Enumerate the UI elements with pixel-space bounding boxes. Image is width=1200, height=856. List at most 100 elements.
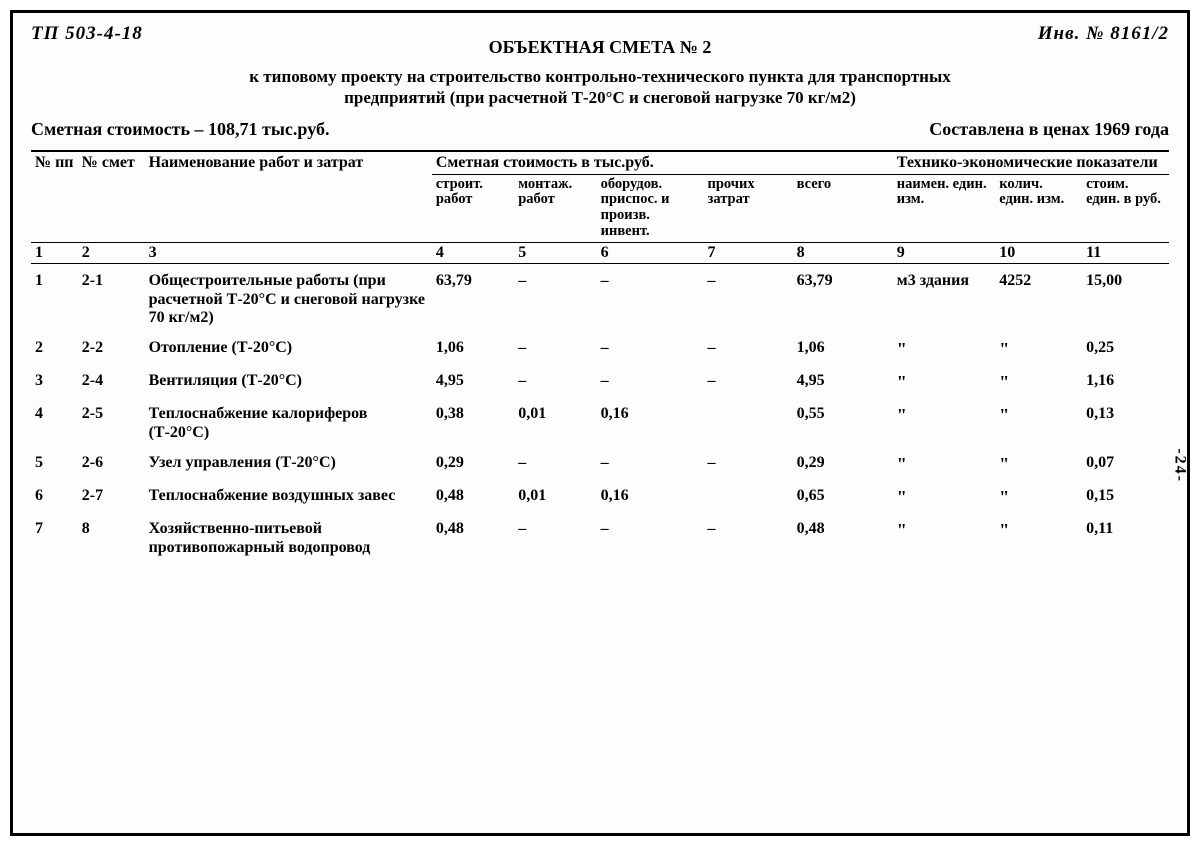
page-title: ОБЪЕКТНАЯ СМЕТА № 2: [31, 37, 1169, 58]
cell-smeta: 2-6: [78, 446, 145, 479]
document-page: ТП 503-4-18 Инв. № 8161/2 ОБЪЕКТНАЯ СМЕТ…: [10, 10, 1190, 836]
cell-c5: –: [514, 331, 596, 364]
cell-c9: ": [893, 479, 995, 512]
table-row: 32-4Вентиляция (Т-20°С)4,95–––4,95""1,16: [31, 364, 1169, 397]
cell-c9: ": [893, 397, 995, 446]
cell-c10: 4252: [995, 264, 1082, 332]
table-row: 42-5Теплоснабжение калориферов (Т-20°С)0…: [31, 397, 1169, 446]
cell-name: Узел управления (Т-20°С): [145, 446, 432, 479]
colnum-11: 11: [1082, 243, 1169, 264]
cell-n: 4: [31, 397, 78, 446]
col-hdr-name: Наименование работ и затрат: [145, 151, 432, 243]
cell-c11: 0,11: [1082, 512, 1169, 561]
cell-name: Теплоснабжение воздушных завес: [145, 479, 432, 512]
cell-c8: 0,65: [793, 479, 893, 512]
cell-c7: –: [704, 446, 793, 479]
cell-c9: ": [893, 446, 995, 479]
table-column-numbers: 1 2 3 4 5 6 7 8 9 10 11: [31, 243, 1169, 264]
colnum-10: 10: [995, 243, 1082, 264]
cell-c6: 0,16: [597, 479, 704, 512]
col-hdr-4: строит. работ: [432, 174, 514, 243]
cell-c10: ": [995, 446, 1082, 479]
colnum-6: 6: [597, 243, 704, 264]
colnum-5: 5: [514, 243, 596, 264]
cell-name: Общестроительные работы (при расчетной Т…: [145, 264, 432, 332]
inventory-code-right: Инв. № 8161/2: [1038, 23, 1169, 45]
cell-name: Хозяйственно-питьевой противопожарный во…: [145, 512, 432, 561]
cell-smeta: 8: [78, 512, 145, 561]
cell-c9: ": [893, 512, 995, 561]
cell-c7: –: [704, 512, 793, 561]
cell-c6: –: [597, 264, 704, 332]
cell-c4: 4,95: [432, 364, 514, 397]
colnum-3: 3: [145, 243, 432, 264]
cell-c8: 1,06: [793, 331, 893, 364]
cell-n: 1: [31, 264, 78, 332]
table-header-groups: № пп № смет Наименование работ и затрат …: [31, 151, 1169, 175]
col-hdr-6: оборудов. приспос. и произв. инвент.: [597, 174, 704, 243]
cell-c9: ": [893, 364, 995, 397]
table-row: 12-1Общестроительные работы (при расчетн…: [31, 264, 1169, 332]
col-group-tech: Технико-экономические показатели: [893, 151, 1169, 175]
page-subtitle: к типовому проекту на строительство конт…: [220, 66, 980, 109]
cell-c5: 0,01: [514, 397, 596, 446]
colnum-8: 8: [793, 243, 893, 264]
estimate-table: № пп № смет Наименование работ и затрат …: [31, 150, 1169, 561]
cell-n: 5: [31, 446, 78, 479]
col-hdr-smeta: № смет: [78, 151, 145, 243]
table-row: 62-7Теплоснабжение воздушных завес0,480,…: [31, 479, 1169, 512]
cell-c10: ": [995, 331, 1082, 364]
table-row: 22-2Отопление (Т-20°С)1,06–––1,06""0,25: [31, 331, 1169, 364]
cell-c11: 15,00: [1082, 264, 1169, 332]
cell-c6: –: [597, 364, 704, 397]
col-hdr-n: № пп: [31, 151, 78, 243]
cell-c10: ": [995, 397, 1082, 446]
col-group-cost: Сметная стоимость в тыс.руб.: [432, 151, 893, 175]
colnum-2: 2: [78, 243, 145, 264]
cell-c4: 1,06: [432, 331, 514, 364]
cell-name: Отопление (Т-20°С): [145, 331, 432, 364]
cell-c6: –: [597, 446, 704, 479]
col-hdr-11: стоим. един. в руб.: [1082, 174, 1169, 243]
cell-c8: 0,29: [793, 446, 893, 479]
cell-c11: 0,15: [1082, 479, 1169, 512]
colnum-4: 4: [432, 243, 514, 264]
cell-n: 6: [31, 479, 78, 512]
cell-c4: 0,48: [432, 479, 514, 512]
cell-smeta: 2-5: [78, 397, 145, 446]
meta-row: Сметная стоимость – 108,71 тыс.руб. Сост…: [31, 119, 1169, 140]
colnum-7: 7: [704, 243, 793, 264]
cell-c8: 0,48: [793, 512, 893, 561]
cell-c7: –: [704, 264, 793, 332]
col-hdr-5: монтаж. работ: [514, 174, 596, 243]
cell-smeta: 2-1: [78, 264, 145, 332]
cell-c8: 0,55: [793, 397, 893, 446]
cell-c6: –: [597, 331, 704, 364]
cell-c11: 0,13: [1082, 397, 1169, 446]
cell-c8: 63,79: [793, 264, 893, 332]
price-year: Составлена в ценах 1969 года: [929, 119, 1169, 140]
estimate-cost: Сметная стоимость – 108,71 тыс.руб.: [31, 119, 329, 140]
colnum-9: 9: [893, 243, 995, 264]
col-hdr-10: колич. един. изм.: [995, 174, 1082, 243]
cell-c5: –: [514, 512, 596, 561]
cell-c7: –: [704, 331, 793, 364]
cell-c5: –: [514, 446, 596, 479]
cell-c7: [704, 397, 793, 446]
col-hdr-8: всего: [793, 174, 893, 243]
cell-c5: –: [514, 264, 596, 332]
project-code-left: ТП 503-4-18: [31, 23, 143, 45]
col-hdr-9: наимен. един. изм.: [893, 174, 995, 243]
cell-c11: 0,07: [1082, 446, 1169, 479]
cell-c9: м3 здания: [893, 264, 995, 332]
cell-c5: –: [514, 364, 596, 397]
cell-c4: 0,29: [432, 446, 514, 479]
cell-c10: ": [995, 512, 1082, 561]
cell-c10: ": [995, 479, 1082, 512]
cell-c5: 0,01: [514, 479, 596, 512]
cell-smeta: 2-4: [78, 364, 145, 397]
cell-c7: –: [704, 364, 793, 397]
cell-c4: 0,48: [432, 512, 514, 561]
cell-n: 2: [31, 331, 78, 364]
cell-n: 7: [31, 512, 78, 561]
